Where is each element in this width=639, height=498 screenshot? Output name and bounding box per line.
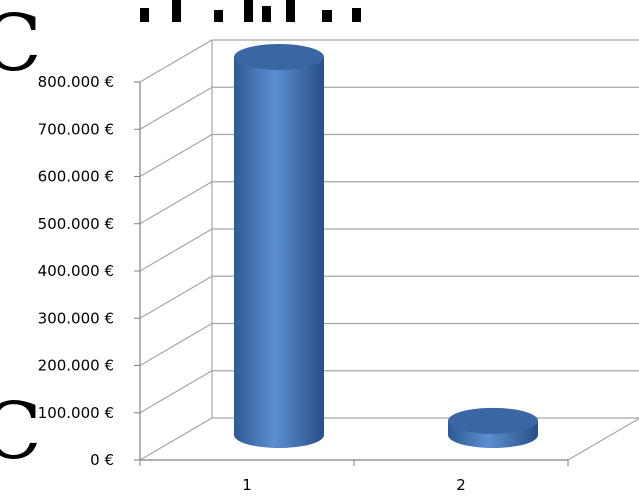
y-tick-label: 600.000 € (38, 168, 114, 186)
bar-top (448, 407, 538, 434)
gridline (139, 275, 639, 319)
cropped-title-fragment (140, 0, 361, 22)
gridline (139, 322, 639, 367)
gridline (139, 228, 639, 272)
y-axis-tick-labels: 0 € 100.000 € 200.000 € 300.000 € 400.000 € 5… (38, 73, 114, 469)
bar-top (234, 44, 324, 70)
bar-body (234, 57, 324, 448)
cropped-left-glyph: C (0, 0, 42, 89)
chart-gridlines (139, 39, 639, 461)
x-category-label: 2 (456, 476, 466, 494)
y-tick-label: 500.000 € (38, 215, 114, 233)
gridline (139, 133, 639, 178)
gridline (139, 181, 639, 225)
chart-axes (134, 40, 639, 466)
gridline (139, 370, 639, 414)
bar (234, 44, 324, 448)
floor-right-edge (567, 417, 639, 461)
y-tick-label: 200.000 € (38, 357, 114, 375)
cropped-left-glyph-lower: C (0, 387, 42, 477)
y-tick-label: 700.000 € (38, 120, 114, 138)
gridline (139, 86, 639, 130)
x-category-label: 1 (242, 476, 252, 494)
y-tick-label: 100.000 € (38, 404, 114, 422)
y-tick-label: 0 € (90, 451, 114, 469)
gridline (139, 417, 639, 461)
y-tick-label: 300.000 € (38, 309, 114, 327)
y-tick-label: 800.000 € (38, 73, 114, 91)
chart-bars (234, 44, 538, 448)
y-tick-label: 400.000 € (38, 262, 114, 280)
bar (448, 407, 538, 448)
gridline (139, 39, 639, 83)
